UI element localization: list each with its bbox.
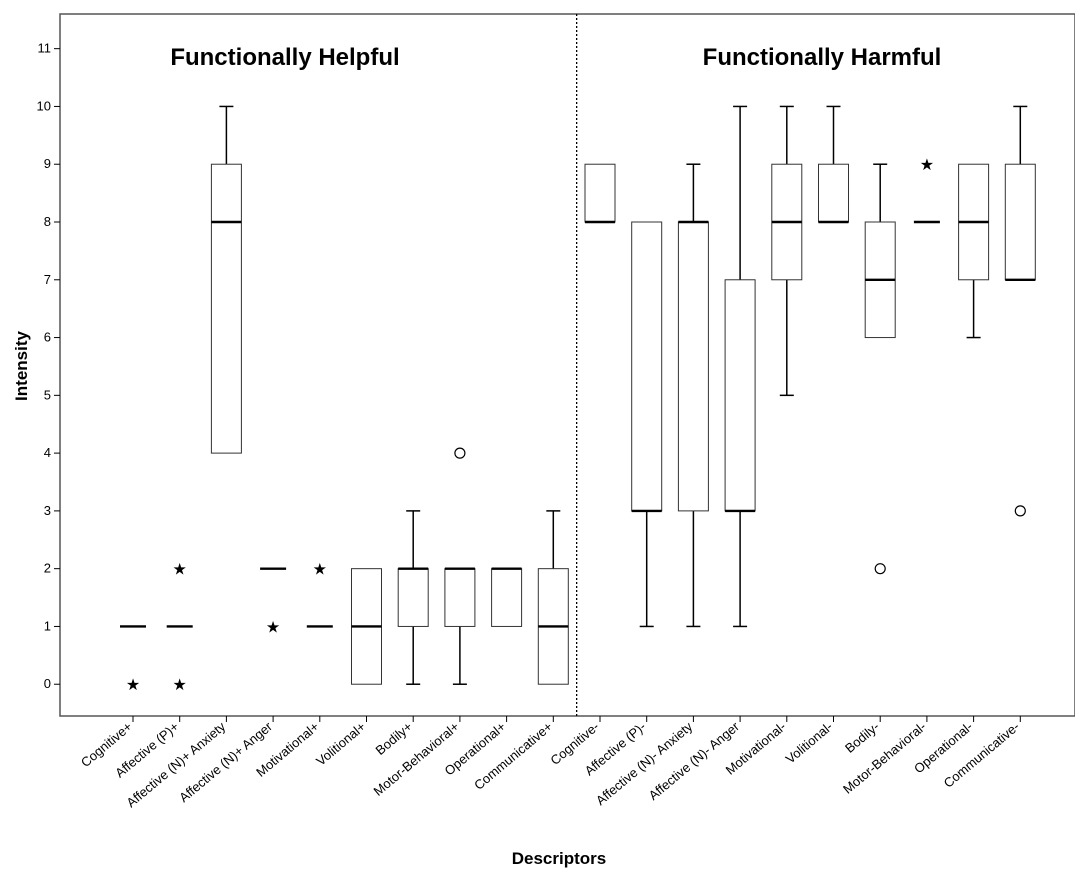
box (724, 105, 756, 628)
y-tick-label: 1 (44, 618, 51, 633)
box-iqr (677, 221, 709, 512)
y-tick-label: 5 (44, 387, 51, 402)
x-axis: Cognitive+Affective (P)+Affective (N)+ A… (78, 716, 1022, 810)
box (864, 163, 896, 339)
box (677, 163, 709, 628)
y-tick-label: 10 (37, 98, 51, 113)
extreme-point: ★ (173, 560, 187, 579)
x-tick-label: Volitional- (783, 719, 836, 767)
box (584, 163, 616, 224)
x-tick-label: Volitional+ (313, 719, 368, 769)
plot-area (59, 13, 1075, 717)
y-axis: 0 1 2 3 4 5 6 7 8 9 10 11 (37, 41, 60, 691)
extreme-point: ★ (266, 617, 280, 636)
y-tick-label: 6 (44, 330, 51, 345)
box-iqr (724, 279, 756, 512)
box (631, 221, 663, 628)
y-tick-label: 9 (44, 156, 51, 171)
y-tick-label: 0 (44, 676, 51, 691)
box-iqr (444, 568, 476, 627)
plot-border (59, 13, 1075, 717)
box-series (120, 105, 1036, 685)
y-tick-label: 7 (44, 272, 51, 287)
box (818, 105, 849, 224)
box (771, 105, 803, 397)
box-iqr (631, 221, 663, 512)
outlier-markers: ★ ★ ★ ★ ★ ★ (126, 155, 1026, 694)
box (537, 510, 569, 685)
box (444, 567, 476, 685)
x-tick-label: Motor-Behavioral+ (371, 719, 462, 799)
y-tick-label: 2 (44, 561, 51, 576)
box-iqr (210, 163, 242, 454)
extreme-point: ★ (173, 675, 187, 694)
x-tick-label: Communicative+ (471, 719, 555, 793)
box (958, 163, 990, 339)
box-iqr (1004, 163, 1036, 281)
outlier-point (874, 563, 886, 575)
box-iqr (491, 568, 523, 627)
y-tick-label: 4 (44, 445, 51, 460)
box-iqr (584, 163, 616, 223)
outlier-point (454, 447, 466, 459)
y-tick-label: 11 (38, 41, 52, 56)
outlier-point (1014, 505, 1026, 517)
extreme-point: ★ (313, 560, 327, 579)
x-tick-label: Motor-Behavioral- (840, 719, 929, 797)
y-tick-label: 8 (44, 214, 51, 229)
x-tick-label: Bodily- (842, 719, 882, 756)
box (1004, 105, 1036, 281)
box-iqr (818, 163, 849, 223)
box (351, 568, 382, 685)
box (397, 510, 429, 685)
box (491, 567, 523, 627)
box-iqr (397, 568, 429, 627)
section-title-harmful: Functionally Harmful (703, 44, 942, 71)
box (210, 105, 242, 454)
extreme-point: ★ (920, 155, 934, 174)
y-tick-label: 3 (44, 503, 51, 518)
x-axis-title: Descriptors (512, 849, 606, 868)
x-tick-label: Bodily+ (373, 719, 416, 758)
section-title-helpful: Functionally Helpful (170, 44, 399, 71)
y-axis-title: Intensity (12, 331, 31, 401)
extreme-point: ★ (126, 675, 140, 694)
